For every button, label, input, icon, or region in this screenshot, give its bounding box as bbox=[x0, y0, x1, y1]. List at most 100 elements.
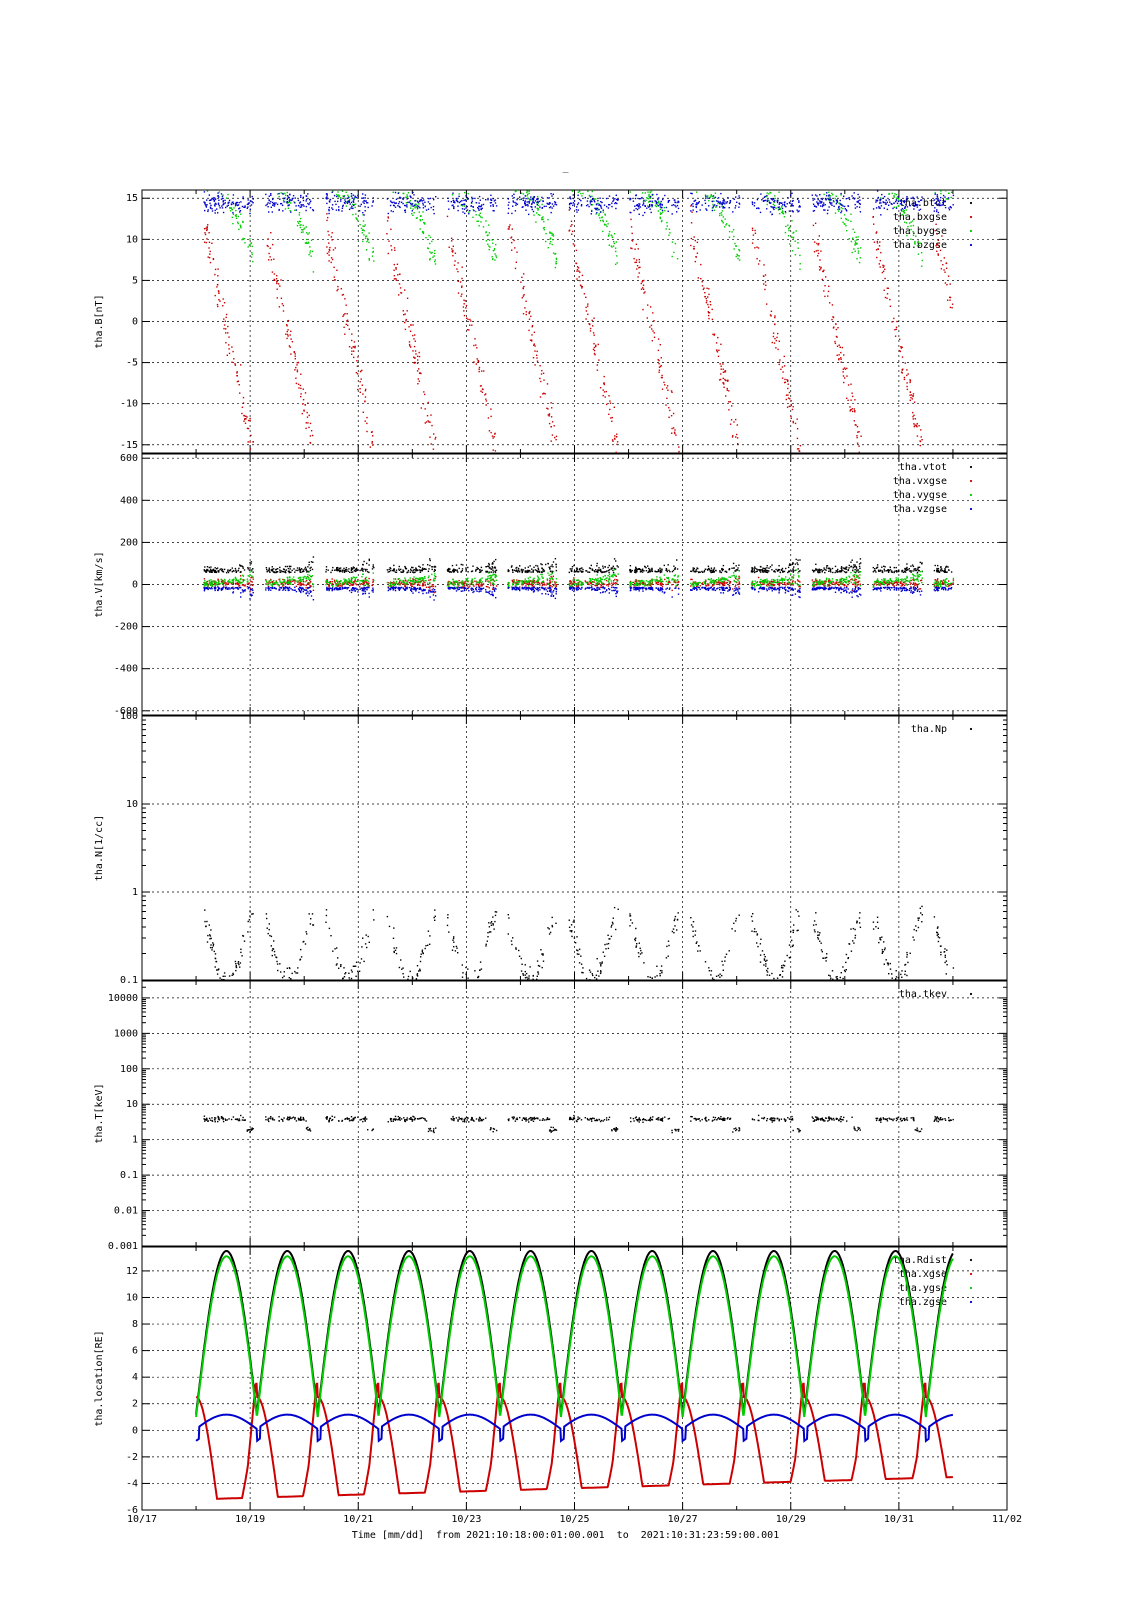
data-point bbox=[605, 570, 607, 573]
data-point bbox=[240, 225, 242, 228]
data-point bbox=[268, 252, 270, 255]
data-point bbox=[390, 228, 392, 230]
data-point bbox=[554, 266, 557, 269]
data-point bbox=[457, 209, 459, 212]
data-point bbox=[880, 569, 882, 571]
data-point bbox=[823, 209, 825, 211]
data-point bbox=[404, 211, 407, 213]
data-point bbox=[772, 584, 774, 586]
data-point bbox=[844, 368, 847, 370]
data-point bbox=[693, 245, 695, 248]
data-point bbox=[750, 570, 753, 572]
data-point bbox=[372, 435, 374, 437]
data-point bbox=[917, 253, 920, 255]
data-point bbox=[615, 250, 617, 253]
data-point bbox=[691, 578, 693, 581]
data-point bbox=[206, 199, 208, 201]
data-point bbox=[281, 204, 284, 206]
data-point bbox=[852, 569, 854, 571]
data-point bbox=[781, 207, 784, 210]
data-point bbox=[334, 200, 336, 203]
data-point bbox=[310, 239, 313, 241]
data-point bbox=[844, 208, 846, 210]
data-point bbox=[936, 233, 938, 235]
data-point bbox=[720, 373, 722, 375]
data-point bbox=[537, 204, 540, 207]
data-point bbox=[397, 582, 400, 584]
data-point bbox=[338, 209, 340, 212]
data-point bbox=[692, 567, 694, 569]
data-point bbox=[828, 194, 830, 196]
data-point bbox=[734, 242, 736, 245]
data-point bbox=[939, 569, 942, 571]
data-point bbox=[607, 569, 610, 572]
data-point bbox=[735, 205, 737, 207]
data-point bbox=[872, 216, 874, 218]
data-point bbox=[473, 344, 475, 347]
data-point bbox=[910, 394, 913, 396]
data-point bbox=[773, 208, 775, 211]
data-point bbox=[413, 583, 416, 585]
data-point bbox=[358, 210, 361, 212]
data-point bbox=[452, 199, 454, 202]
data-point bbox=[368, 232, 370, 234]
data-point bbox=[727, 379, 729, 381]
data-point bbox=[659, 344, 661, 346]
data-point bbox=[786, 379, 788, 381]
data-point bbox=[903, 201, 905, 204]
data-point bbox=[549, 238, 551, 240]
data-point bbox=[534, 350, 536, 352]
data-point bbox=[905, 222, 908, 224]
data-point bbox=[812, 199, 814, 201]
data-point bbox=[612, 245, 615, 247]
data-point bbox=[546, 579, 549, 581]
data-point bbox=[895, 566, 897, 569]
data-point bbox=[694, 239, 696, 242]
data-point bbox=[222, 200, 224, 202]
data-point bbox=[819, 200, 821, 202]
data-point bbox=[488, 562, 490, 565]
data-point bbox=[815, 206, 817, 208]
data-point bbox=[408, 326, 410, 328]
data-point bbox=[527, 193, 529, 196]
data-point bbox=[523, 197, 525, 199]
data-point bbox=[665, 568, 668, 570]
data-point bbox=[950, 207, 952, 209]
data-point bbox=[812, 585, 815, 587]
data-point bbox=[308, 242, 310, 244]
data-point bbox=[452, 204, 454, 206]
data-point bbox=[413, 205, 415, 208]
data-point bbox=[796, 428, 799, 430]
data-point bbox=[845, 209, 847, 211]
data-point bbox=[912, 197, 915, 200]
data-point bbox=[940, 196, 942, 199]
data-point bbox=[822, 204, 825, 207]
data-point bbox=[576, 268, 579, 271]
data-point bbox=[279, 285, 281, 287]
data-point bbox=[530, 205, 532, 208]
data-point bbox=[307, 242, 309, 244]
data-point bbox=[578, 198, 581, 201]
data-point bbox=[492, 569, 494, 571]
data-point bbox=[271, 568, 273, 570]
data-point bbox=[479, 216, 482, 218]
data-point bbox=[666, 397, 668, 399]
data-point bbox=[952, 194, 955, 197]
data-point bbox=[693, 236, 695, 238]
data-point bbox=[634, 568, 637, 571]
data-point bbox=[547, 408, 549, 410]
data-point bbox=[340, 569, 342, 571]
data-point bbox=[757, 569, 759, 571]
data-point bbox=[818, 242, 820, 245]
data-point bbox=[483, 370, 485, 372]
data-point bbox=[813, 585, 816, 587]
data-point bbox=[944, 190, 947, 192]
data-point bbox=[300, 387, 302, 390]
data-point bbox=[899, 350, 902, 353]
data-point bbox=[449, 571, 452, 573]
data-point bbox=[547, 247, 549, 249]
data-point bbox=[464, 581, 467, 583]
data-point bbox=[722, 568, 724, 571]
data-point bbox=[631, 569, 634, 572]
data-point bbox=[606, 584, 608, 586]
